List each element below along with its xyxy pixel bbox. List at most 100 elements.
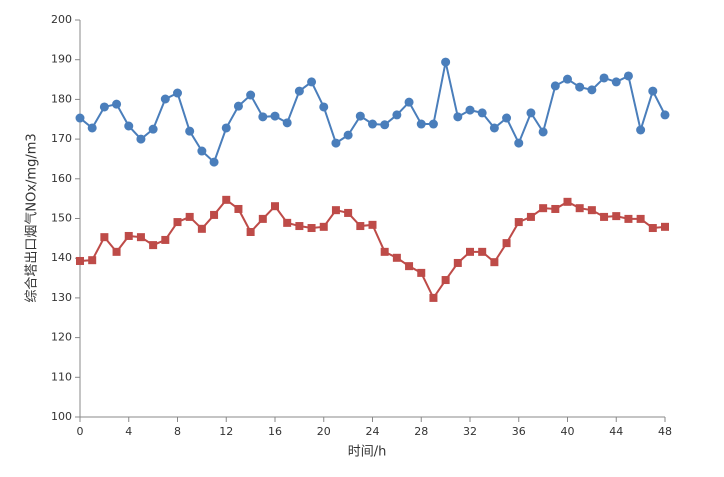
marker xyxy=(575,82,585,92)
marker xyxy=(368,220,377,229)
marker xyxy=(210,210,219,219)
marker xyxy=(478,247,487,256)
marker xyxy=(307,224,316,233)
marker xyxy=(624,214,633,223)
marker xyxy=(392,253,401,262)
marker xyxy=(173,218,182,227)
x-tick-label: 36 xyxy=(512,425,526,438)
marker xyxy=(331,138,341,148)
marker xyxy=(661,222,669,231)
marker xyxy=(612,212,621,221)
marker xyxy=(271,202,279,211)
marker xyxy=(368,119,377,129)
y-tick-label: 140 xyxy=(51,251,72,264)
marker xyxy=(76,256,84,265)
marker xyxy=(160,94,170,104)
marker xyxy=(233,101,243,111)
marker xyxy=(599,73,609,83)
y-tick-label: 170 xyxy=(51,132,72,145)
marker xyxy=(587,85,597,95)
y-tick-label: 150 xyxy=(51,212,72,225)
x-tick-label: 28 xyxy=(414,425,428,438)
marker xyxy=(88,256,97,265)
marker xyxy=(526,108,536,118)
marker xyxy=(197,224,206,233)
marker xyxy=(75,113,85,123)
marker xyxy=(258,112,268,122)
x-tick-label: 24 xyxy=(366,425,380,438)
marker xyxy=(466,247,474,256)
marker xyxy=(282,118,292,128)
marker xyxy=(112,247,121,256)
series-line xyxy=(79,61,666,164)
x-tick-label: 44 xyxy=(609,425,623,438)
marker xyxy=(185,212,194,221)
marker xyxy=(526,212,535,221)
marker xyxy=(149,241,158,250)
marker xyxy=(100,233,109,242)
marker xyxy=(550,81,560,91)
marker xyxy=(502,113,512,123)
marker xyxy=(124,121,134,131)
marker xyxy=(294,86,304,96)
x-tick-label: 4 xyxy=(125,425,132,438)
marker xyxy=(295,222,304,231)
marker xyxy=(87,123,97,133)
x-tick-label: 32 xyxy=(463,425,477,438)
x-tick-label: 16 xyxy=(268,425,282,438)
marker xyxy=(404,97,414,107)
x-tick-label: 40 xyxy=(561,425,575,438)
marker xyxy=(648,86,658,96)
marker xyxy=(246,90,256,100)
marker xyxy=(428,119,438,129)
marker xyxy=(344,208,353,217)
marker xyxy=(636,125,646,135)
marker xyxy=(197,146,207,156)
marker xyxy=(417,268,426,277)
marker xyxy=(136,233,145,242)
marker xyxy=(636,214,645,223)
x-tick-label: 0 xyxy=(77,425,84,438)
y-axis-label: 综合塔出口烟气NOx/mg/m3 xyxy=(24,133,40,302)
marker xyxy=(660,110,670,120)
marker xyxy=(490,258,499,267)
marker xyxy=(380,247,389,256)
marker xyxy=(600,212,609,221)
marker xyxy=(453,258,462,267)
y-tick-label: 190 xyxy=(51,53,72,66)
y-tick-label: 100 xyxy=(51,410,72,423)
x-tick-label: 20 xyxy=(317,425,331,438)
marker xyxy=(161,235,170,244)
marker xyxy=(355,111,365,121)
marker xyxy=(343,130,353,140)
marker xyxy=(222,195,231,204)
marker xyxy=(623,71,633,81)
y-tick-label: 180 xyxy=(51,92,72,105)
marker xyxy=(246,227,255,236)
marker xyxy=(307,77,317,87)
marker xyxy=(648,224,657,233)
marker xyxy=(489,123,499,133)
marker xyxy=(356,222,365,231)
marker xyxy=(380,120,390,130)
marker xyxy=(405,262,414,271)
series-line xyxy=(79,198,666,300)
marker xyxy=(416,119,426,129)
marker xyxy=(611,77,621,87)
marker xyxy=(465,105,475,115)
marker xyxy=(221,123,231,133)
marker xyxy=(514,138,524,148)
marker xyxy=(441,276,450,285)
x-tick-label: 8 xyxy=(174,425,181,438)
marker xyxy=(551,204,560,213)
marker xyxy=(441,57,451,67)
y-tick-label: 110 xyxy=(51,370,72,383)
marker xyxy=(209,157,219,167)
marker xyxy=(514,218,523,227)
marker xyxy=(429,293,438,302)
marker xyxy=(587,206,596,215)
marker xyxy=(99,102,109,112)
marker xyxy=(234,204,243,213)
marker xyxy=(319,222,328,231)
